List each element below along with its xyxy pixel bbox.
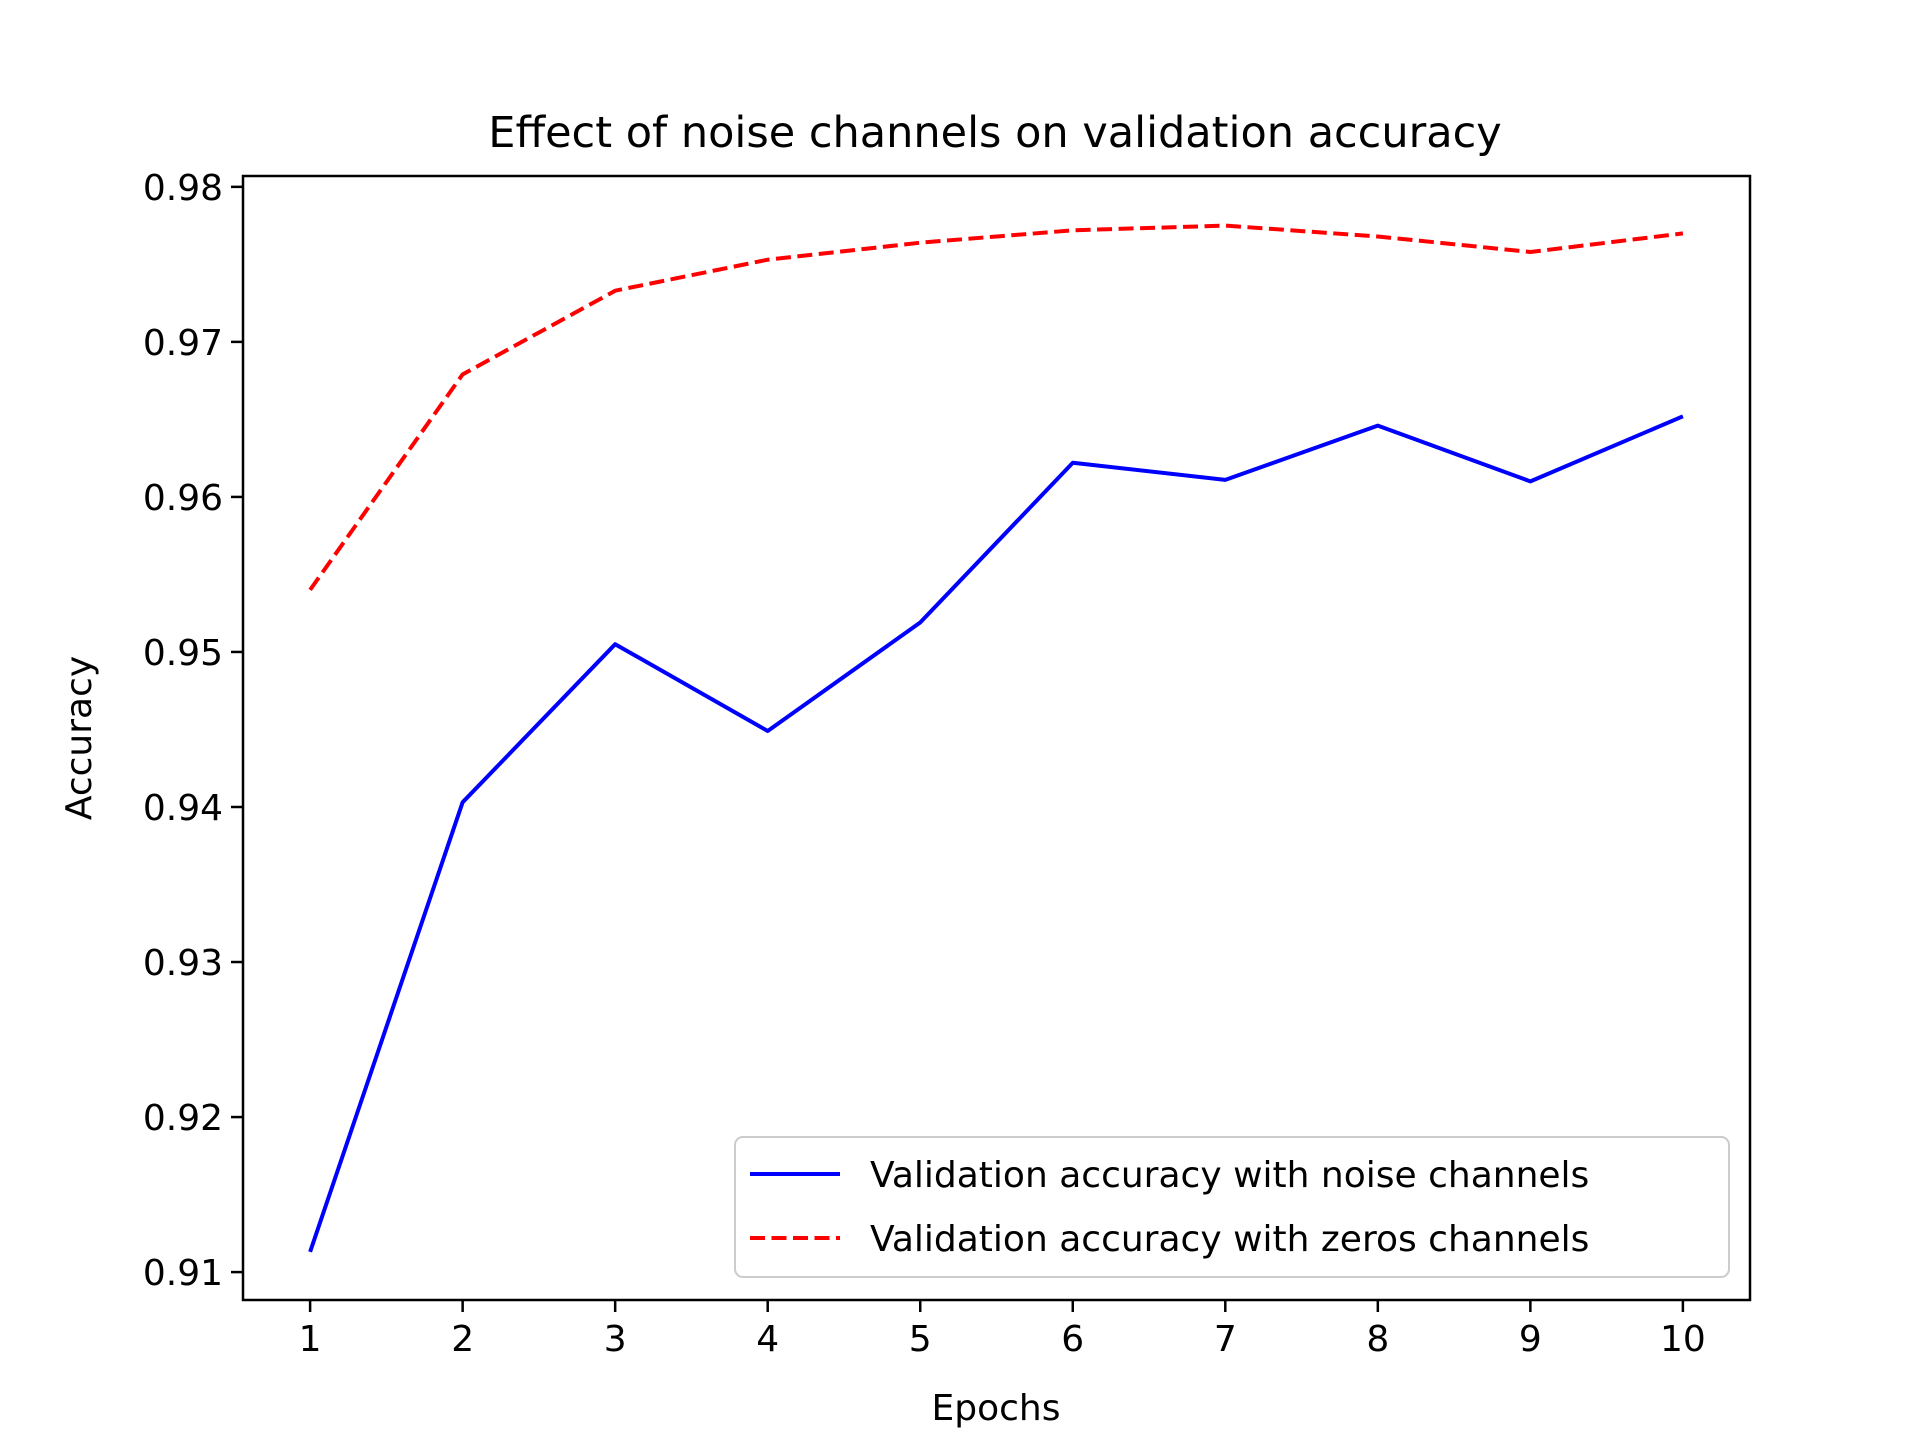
y-axis: 0.91 0.92 0.93 0.94 0.95 0.96 0.97 0.98: [143, 168, 243, 1294]
chart-title: Effect of noise channels on validation a…: [488, 108, 1501, 158]
legend-label-zeros: Validation accuracy with zeros channels: [870, 1219, 1589, 1260]
y-tick-label: 0.95: [143, 633, 223, 674]
y-tick-label: 0.91: [143, 1253, 223, 1294]
x-tick-label: 3: [604, 1319, 627, 1360]
y-tick-label: 0.97: [143, 323, 223, 364]
x-axis: 1 2 3 4 5 6 7 8 9 10: [299, 1300, 1706, 1360]
x-tick-label: 9: [1519, 1319, 1542, 1360]
legend-box: [734, 1136, 1730, 1278]
x-tick-label: 5: [909, 1319, 932, 1360]
series-line-noise: [308, 414, 1684, 1253]
y-tick-label: 0.92: [143, 1098, 223, 1139]
y-tick-label: 0.94: [143, 788, 223, 829]
legend-label-noise: Validation accuracy with noise channels: [870, 1155, 1589, 1196]
x-tick-label: 10: [1660, 1319, 1706, 1360]
x-tick-label: 6: [1061, 1319, 1084, 1360]
y-tick-label: 0.96: [143, 478, 223, 519]
y-axis-title: Accuracy: [59, 656, 100, 820]
axes-frame: [241, 174, 1752, 1302]
y-tick-label: 0.98: [143, 168, 223, 209]
x-tick-label: 2: [451, 1319, 474, 1360]
x-tick-label: 4: [756, 1319, 779, 1360]
series-line-zeros: [308, 223, 1684, 592]
x-tick-label: 8: [1366, 1319, 1389, 1360]
x-tick-label: 7: [1214, 1319, 1237, 1360]
x-tick-label: 1: [299, 1319, 322, 1360]
y-tick-label: 0.93: [143, 943, 223, 984]
legend: Validation accuracy with noise channels …: [734, 1136, 1730, 1278]
x-axis-title: Epochs: [932, 1388, 1061, 1429]
plot-layer: [308, 223, 1684, 1253]
